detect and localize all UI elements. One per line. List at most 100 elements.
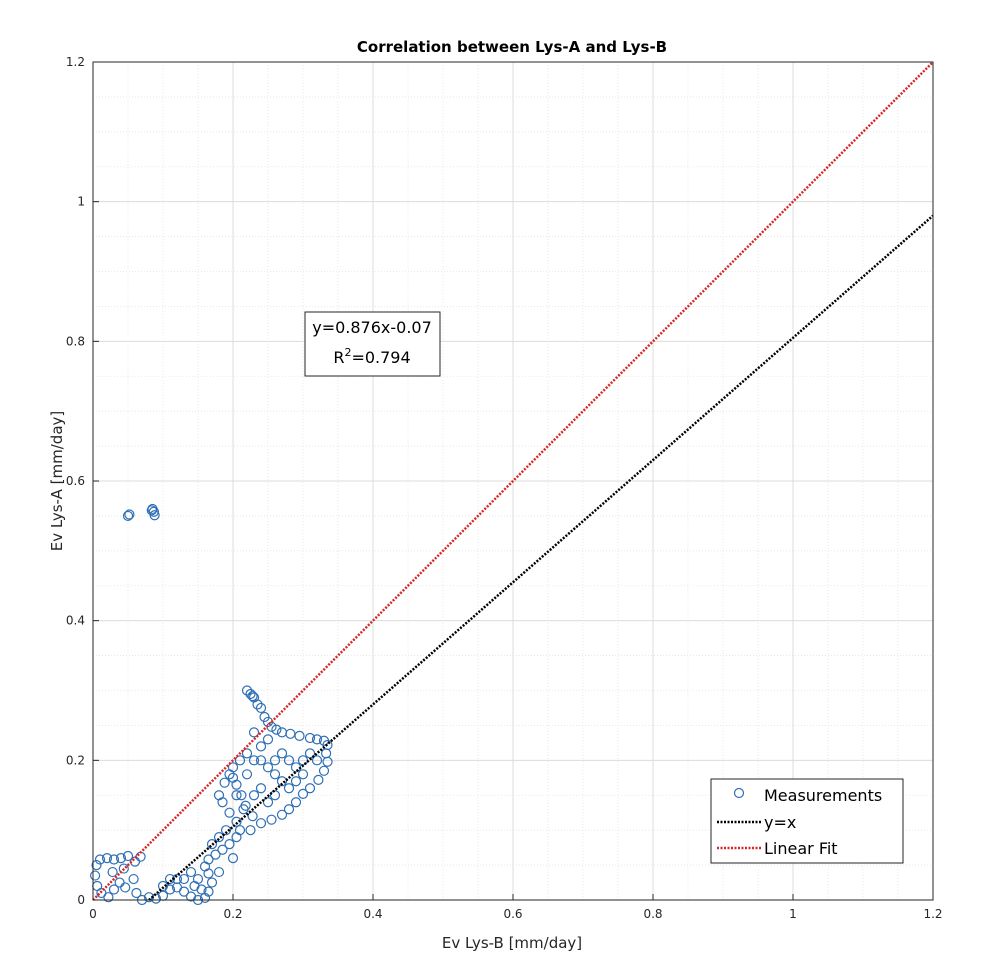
measurement-point [149,510,160,521]
measurement-point [318,765,330,776]
r-squared-exponent: 2 [344,346,351,359]
measurement-point [171,873,183,885]
measurement-point [252,699,263,710]
measurement-point [185,891,197,902]
measurement-point [241,685,253,696]
measurement-point [269,790,281,801]
measurement-point [89,870,101,881]
measurement-point [304,732,316,744]
measurement-point [148,506,159,517]
measurement-point [217,844,228,855]
legend-label-identity: y=x [764,813,796,832]
measurement-point [122,850,134,862]
measurement-point [124,509,135,520]
legend-label-fit: Linear Fit [764,839,838,858]
x-tick-label: 0.6 [503,907,522,921]
r-squared-label: R [333,348,344,367]
measurement-point [262,797,274,808]
measurement-point [262,734,274,745]
measurement-point [231,816,242,827]
measurement-point [128,873,139,885]
measurement-point [131,887,142,899]
measurement-point [103,892,114,903]
y-tick-label: 0.8 [66,334,85,348]
measurement-point [150,893,162,904]
series-lines [92,61,934,901]
measurement-point [248,790,260,801]
measurement-point [227,762,239,773]
chart-title: Correlation between Lys-A and Lys-B [357,38,667,56]
y-tick-label: 1.2 [66,55,85,69]
measurement-point [283,804,295,815]
y-tick-label: 0.2 [66,753,85,767]
measurement-point [118,863,129,874]
measurement-point [283,755,295,766]
measurement-point [224,839,235,850]
measurement-point [206,877,218,888]
measurement-point [304,783,316,794]
measurement-point [234,755,246,766]
y-tick-label: 0.6 [66,474,85,488]
measurement-point [91,859,102,871]
measurement-point [266,814,277,825]
measurement-point [311,755,323,766]
measurement-point [247,690,258,702]
measurement-point [238,804,249,815]
x-axis-label: Ev Lys-B [mm/day] [442,934,582,952]
fit-equation: y=0.876x-0.07 [312,318,432,337]
measurement-point [313,774,324,785]
measurement-point [206,839,218,850]
measurement-point [217,797,228,808]
measurement-point [245,688,256,700]
measurement-point [276,776,288,787]
measurement-point [213,832,225,843]
measurement-point [224,807,235,818]
measurement-point [297,769,309,780]
measurement-point [101,852,113,864]
x-tick-label: 0 [89,907,97,921]
y-tick-label: 0 [77,893,85,907]
measurement-point [203,886,214,897]
measurement-point [311,734,323,745]
r-squared: R2=0.794 [333,346,410,367]
measurement-point [231,790,242,801]
measurement-point [157,880,169,892]
measurement-point [276,809,288,820]
measurement-point [247,811,258,822]
measurement-point [185,866,197,878]
measurement-point [322,756,333,767]
measurement-point [107,866,118,878]
measurement-point [276,748,288,759]
measurement-point [210,849,221,860]
x-tick-label: 1 [789,907,797,921]
measurement-point [283,783,295,794]
measurement-point [94,854,106,865]
measurement-point [220,825,232,836]
measurement-point [255,783,267,794]
measurement-point [108,854,120,865]
x-tick-label: 0.4 [363,907,382,921]
measurement-point [199,892,211,904]
measurement-point [262,762,274,773]
measurement-point [120,882,131,893]
measurement-point [255,755,267,766]
measurement-point [290,797,302,808]
measurement-point [213,866,225,878]
identity-line [148,214,934,901]
x-tick-label: 0.8 [643,907,662,921]
measurement-point [227,772,239,783]
measurement-point [294,730,305,741]
measurement-point [122,510,134,522]
measurement-point [255,818,267,829]
measurement-point [178,873,190,885]
measurement-point [219,777,230,788]
x-tick-label: 0.2 [223,907,242,921]
measurement-point [227,852,239,864]
measurement-point [115,852,127,864]
measurement-point [171,882,183,893]
y-axis-label: Ev Lys-A [mm/day] [48,411,66,551]
measurement-point [297,788,309,799]
measurement-point [248,755,260,766]
legend-label-measurements: Measurements [764,786,882,805]
measurement-point [231,832,242,843]
